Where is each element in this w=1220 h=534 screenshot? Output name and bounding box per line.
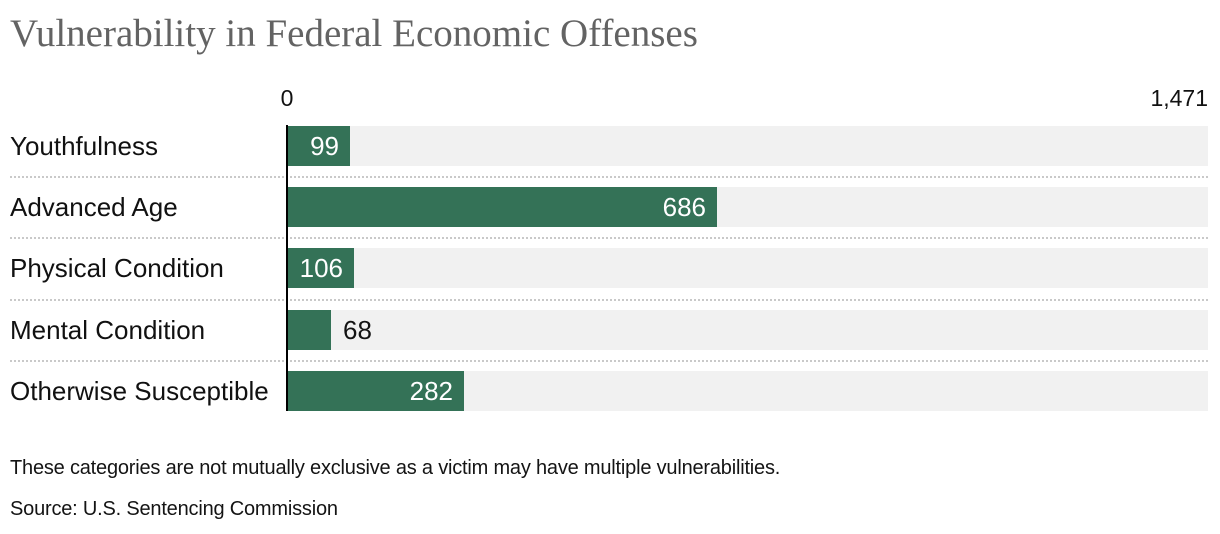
- bar-value-label: 686: [662, 191, 706, 222]
- bar-value-label: 106: [299, 252, 343, 283]
- bar-track: [288, 248, 1208, 288]
- bar-track: [288, 126, 1208, 166]
- bar-track: [288, 310, 1208, 350]
- chart-footnote: These categories are not mutually exclus…: [10, 457, 781, 479]
- row-separator: [10, 299, 1208, 301]
- bar-value-label: 68: [343, 315, 372, 345]
- x-axis-tick-zero: 0: [280, 85, 294, 111]
- chart-source: Source: U.S. Sentencing Commission: [10, 498, 338, 520]
- bar-value-label: 99: [310, 130, 339, 161]
- category-label: Mental Condition: [10, 315, 206, 345]
- row-separator: [10, 237, 1208, 239]
- y-axis-baseline: [286, 125, 288, 411]
- bar: 99: [288, 126, 350, 166]
- row-separator: [10, 176, 1208, 178]
- bar-value-label: 282: [409, 375, 453, 406]
- category-label: Otherwise Susceptible: [10, 376, 269, 406]
- category-label: Physical Condition: [10, 253, 224, 283]
- bar: [288, 310, 331, 350]
- chart-title: Vulnerability in Federal Economic Offens…: [10, 12, 698, 55]
- bar: 686: [288, 187, 717, 227]
- row-separator: [10, 360, 1208, 362]
- bar: 282: [288, 371, 464, 411]
- category-label: Youthfulness: [10, 131, 158, 161]
- bar: 106: [288, 248, 354, 288]
- x-axis-tick-max: 1,471: [1150, 85, 1208, 111]
- category-label: Advanced Age: [10, 192, 178, 222]
